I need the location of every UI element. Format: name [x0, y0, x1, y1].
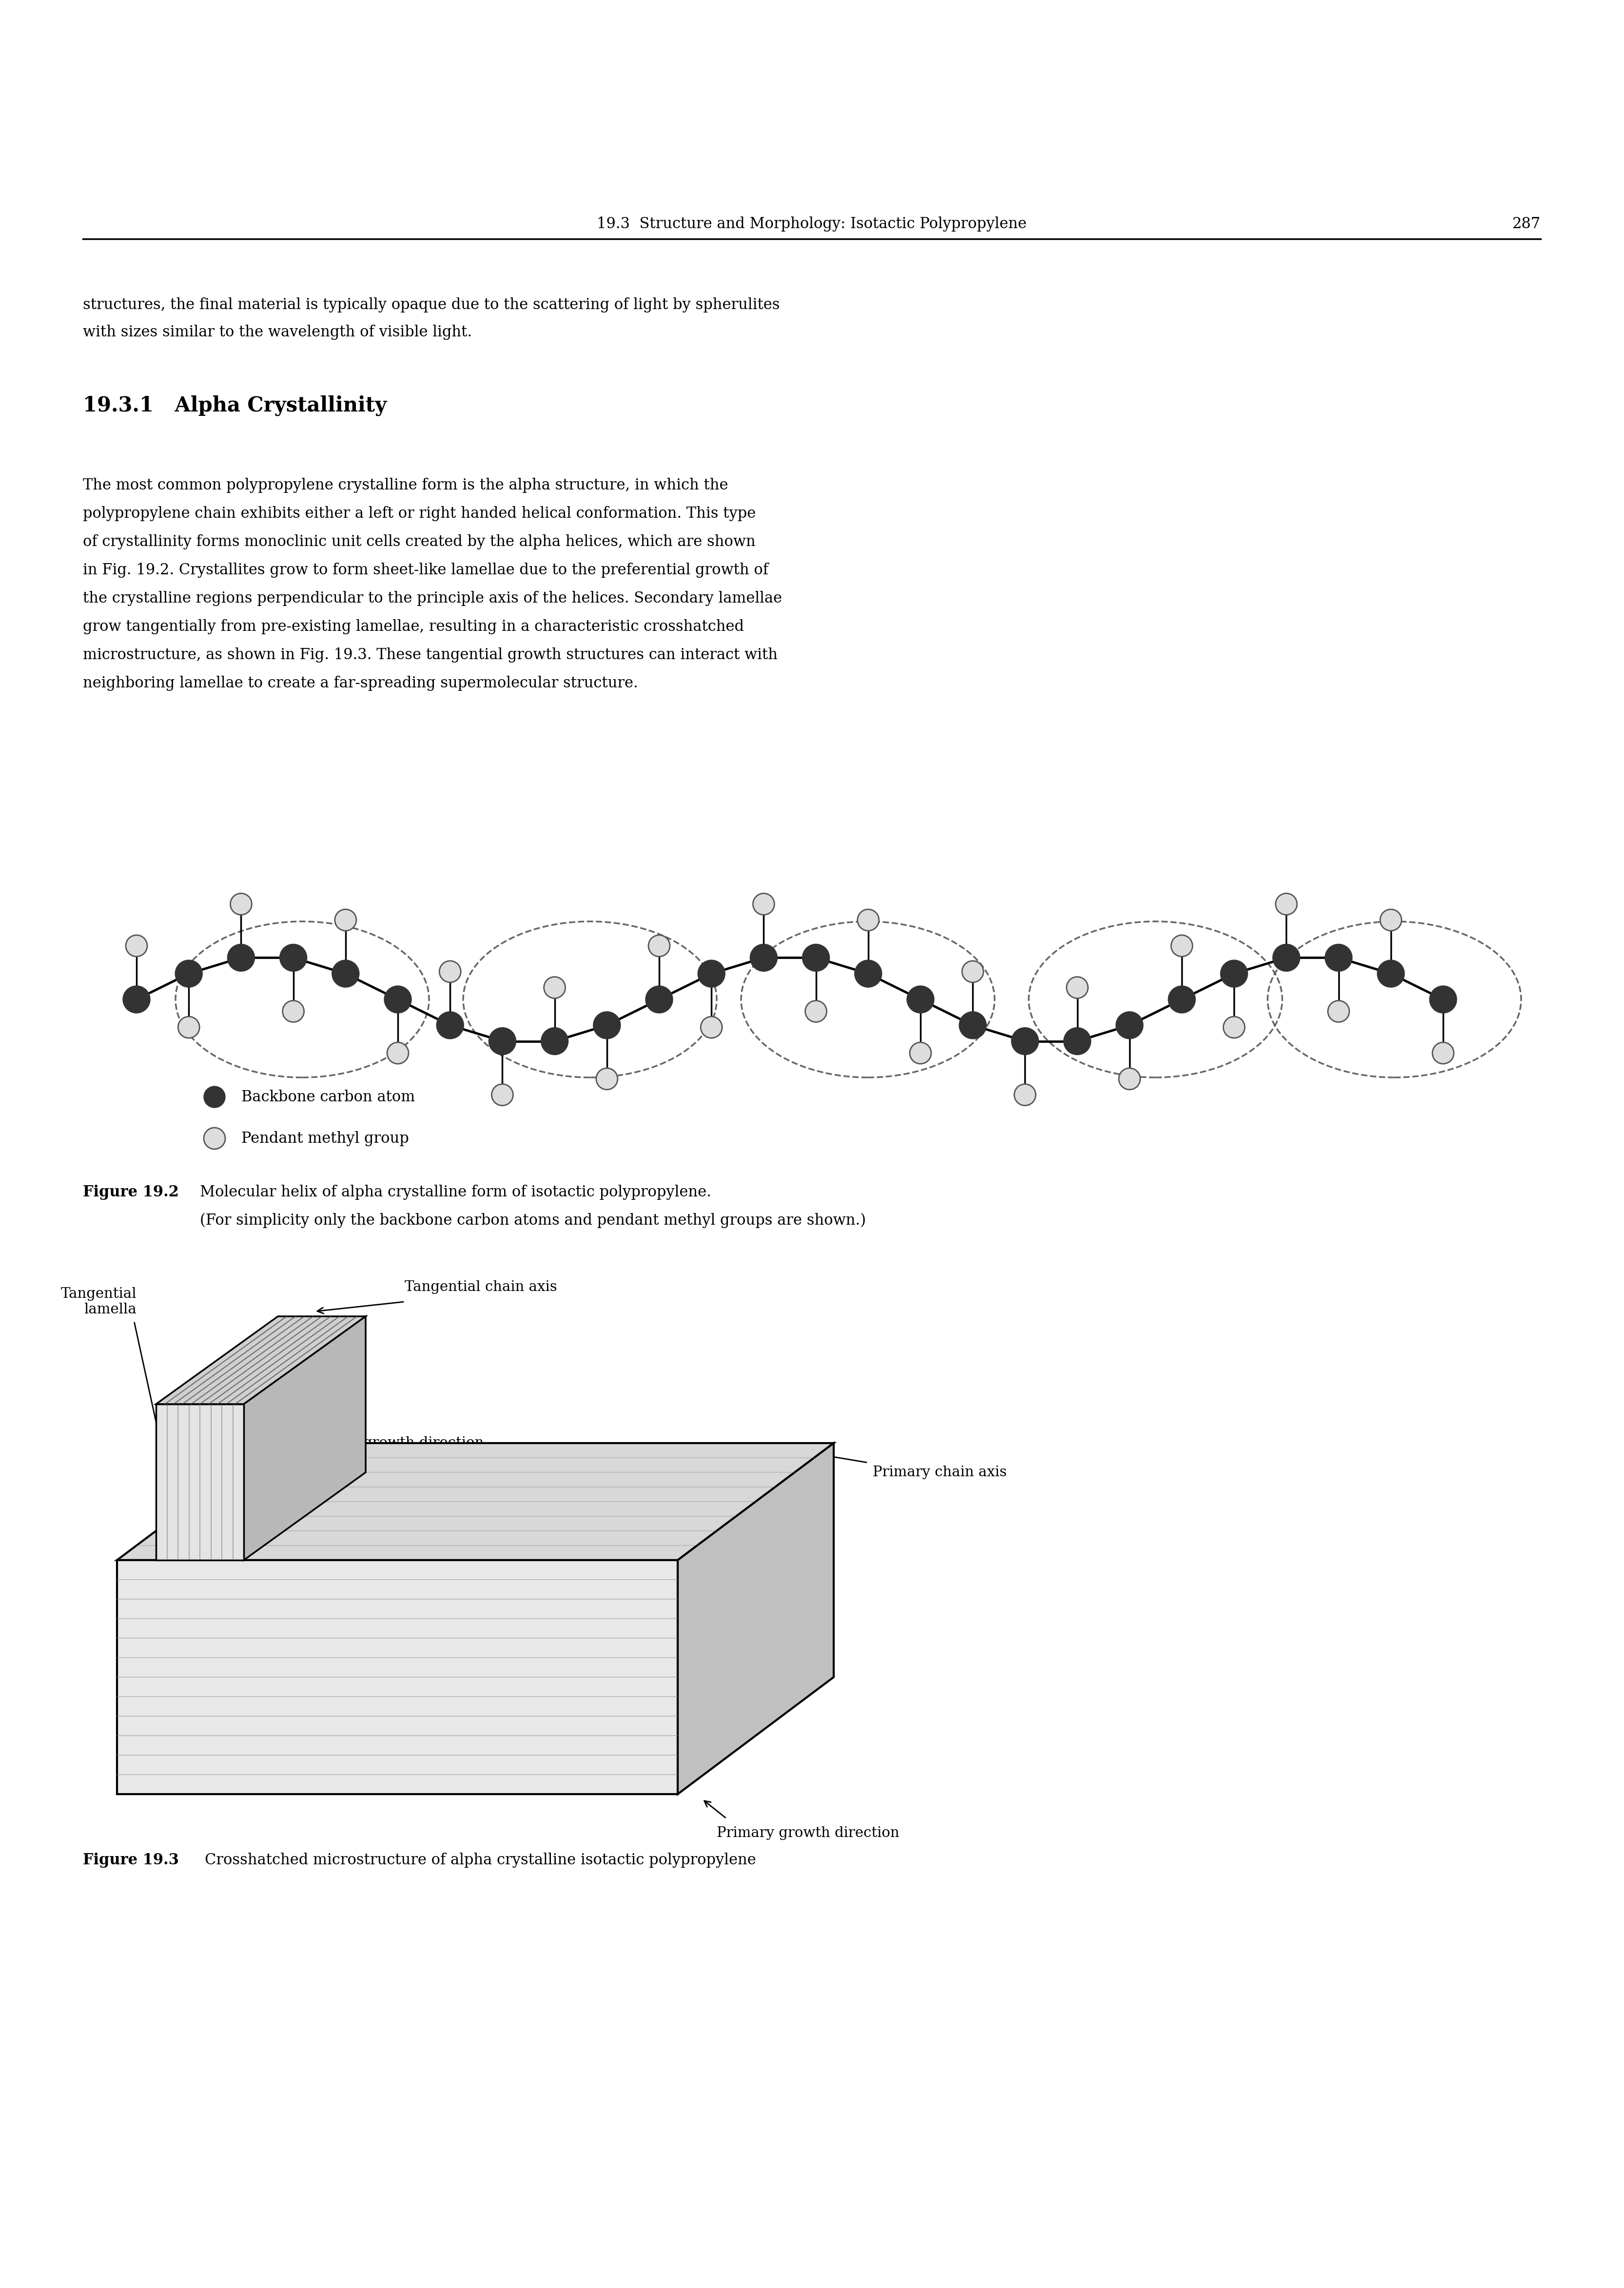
Circle shape	[906, 986, 934, 1014]
Circle shape	[1325, 945, 1353, 972]
Circle shape	[1012, 1027, 1039, 1055]
Polygon shape	[156, 1405, 244, 1560]
Circle shape	[698, 961, 724, 988]
Polygon shape	[677, 1444, 833, 1794]
Text: The most common polypropylene crystalline form is the alpha structure, in which : The most common polypropylene crystallin…	[83, 478, 728, 492]
Circle shape	[700, 1016, 723, 1039]
Circle shape	[1119, 1068, 1140, 1089]
Circle shape	[1220, 961, 1247, 988]
Text: of crystallinity forms monoclinic unit cells created by the alpha helices, which: of crystallinity forms monoclinic unit c…	[83, 535, 755, 549]
Text: Figure 19.3: Figure 19.3	[83, 1853, 179, 1867]
Text: Tangential chain axis: Tangential chain axis	[404, 1281, 557, 1295]
Circle shape	[806, 1000, 827, 1023]
Circle shape	[335, 908, 356, 931]
Text: 287: 287	[1512, 217, 1541, 231]
Circle shape	[544, 977, 565, 998]
Text: with sizes similar to the wavelength of visible light.: with sizes similar to the wavelength of …	[83, 325, 473, 341]
Circle shape	[279, 945, 307, 972]
Circle shape	[1328, 1000, 1350, 1023]
Circle shape	[909, 1043, 931, 1064]
Circle shape	[385, 986, 411, 1014]
Text: neighboring lamellae to create a far-spreading supermolecular structure.: neighboring lamellae to create a far-spr…	[83, 675, 638, 691]
Circle shape	[179, 1016, 200, 1039]
Text: polypropylene chain exhibits either a left or right handed helical conformation.: polypropylene chain exhibits either a le…	[83, 506, 755, 522]
Circle shape	[231, 892, 252, 915]
Circle shape	[541, 1027, 568, 1055]
Circle shape	[1275, 892, 1298, 915]
Circle shape	[648, 936, 669, 956]
Text: Primary growth direction: Primary growth direction	[716, 1826, 900, 1840]
Circle shape	[1432, 1043, 1453, 1064]
Circle shape	[596, 1068, 617, 1089]
Text: Backbone carbon atom: Backbone carbon atom	[242, 1089, 416, 1105]
Text: grow tangentially from pre-existing lamellae, resulting in a characteristic cros: grow tangentially from pre-existing lame…	[83, 620, 744, 634]
Circle shape	[489, 1027, 516, 1055]
Text: the crystalline regions perpendicular to the principle axis of the helices. Seco: the crystalline regions perpendicular to…	[83, 590, 783, 606]
Circle shape	[123, 986, 149, 1014]
Circle shape	[492, 1085, 513, 1105]
Text: in Fig. 19.2. Crystallites grow to form sheet-like lamellae due to the preferent: in Fig. 19.2. Crystallites grow to form …	[83, 563, 768, 579]
Circle shape	[175, 961, 203, 988]
Circle shape	[960, 1011, 986, 1039]
Circle shape	[1429, 986, 1457, 1014]
Text: Tangential growth direction: Tangential growth direction	[283, 1437, 484, 1451]
Circle shape	[1377, 961, 1405, 988]
Circle shape	[1015, 1085, 1036, 1105]
Circle shape	[1168, 986, 1195, 1014]
Polygon shape	[244, 1316, 365, 1560]
Text: Figure 19.2: Figure 19.2	[83, 1185, 179, 1199]
Polygon shape	[156, 1316, 365, 1405]
Circle shape	[854, 961, 882, 988]
Circle shape	[1116, 1011, 1143, 1039]
Circle shape	[1223, 1016, 1244, 1039]
Text: Primary lamella: Primary lamella	[292, 1698, 424, 1714]
Polygon shape	[117, 1444, 833, 1560]
Circle shape	[857, 908, 879, 931]
Text: 19.3.1   Alpha Crystallinity: 19.3.1 Alpha Crystallinity	[83, 396, 387, 416]
Circle shape	[203, 1128, 226, 1149]
Circle shape	[440, 961, 461, 982]
Circle shape	[387, 1043, 409, 1064]
Text: Tangential
lamella: Tangential lamella	[60, 1286, 136, 1316]
Circle shape	[1064, 1027, 1091, 1055]
Text: Pendant methyl group: Pendant methyl group	[242, 1130, 409, 1146]
Text: structures, the final material is typically opaque due to the scattering of ligh: structures, the final material is typica…	[83, 297, 780, 313]
Circle shape	[227, 945, 255, 972]
Circle shape	[1380, 908, 1402, 931]
Circle shape	[961, 961, 984, 982]
Circle shape	[1273, 945, 1299, 972]
Text: Crosshatched microstructure of alpha crystalline isotactic polypropylene: Crosshatched microstructure of alpha cry…	[205, 1853, 757, 1867]
Circle shape	[754, 892, 775, 915]
Text: Primary chain axis: Primary chain axis	[872, 1467, 1007, 1478]
Polygon shape	[117, 1560, 677, 1794]
Circle shape	[593, 1011, 620, 1039]
Text: (For simplicity only the backbone carbon atoms and pendant methyl groups are sho: (For simplicity only the backbone carbon…	[200, 1213, 866, 1229]
Circle shape	[437, 1011, 464, 1039]
Text: 19.3  Structure and Morphology: Isotactic Polypropylene: 19.3 Structure and Morphology: Isotactic…	[596, 217, 1026, 231]
Circle shape	[331, 961, 359, 988]
Circle shape	[203, 1087, 226, 1107]
Circle shape	[1171, 936, 1192, 956]
Circle shape	[1067, 977, 1088, 998]
Text: Molecular helix of alpha crystalline form of isotactic polypropylene.: Molecular helix of alpha crystalline for…	[200, 1185, 711, 1199]
Circle shape	[645, 986, 672, 1014]
Text: microstructure, as shown in Fig. 19.3. These tangential growth structures can in: microstructure, as shown in Fig. 19.3. T…	[83, 648, 778, 664]
Circle shape	[283, 1000, 304, 1023]
Circle shape	[750, 945, 778, 972]
Circle shape	[802, 945, 830, 972]
Circle shape	[125, 936, 148, 956]
